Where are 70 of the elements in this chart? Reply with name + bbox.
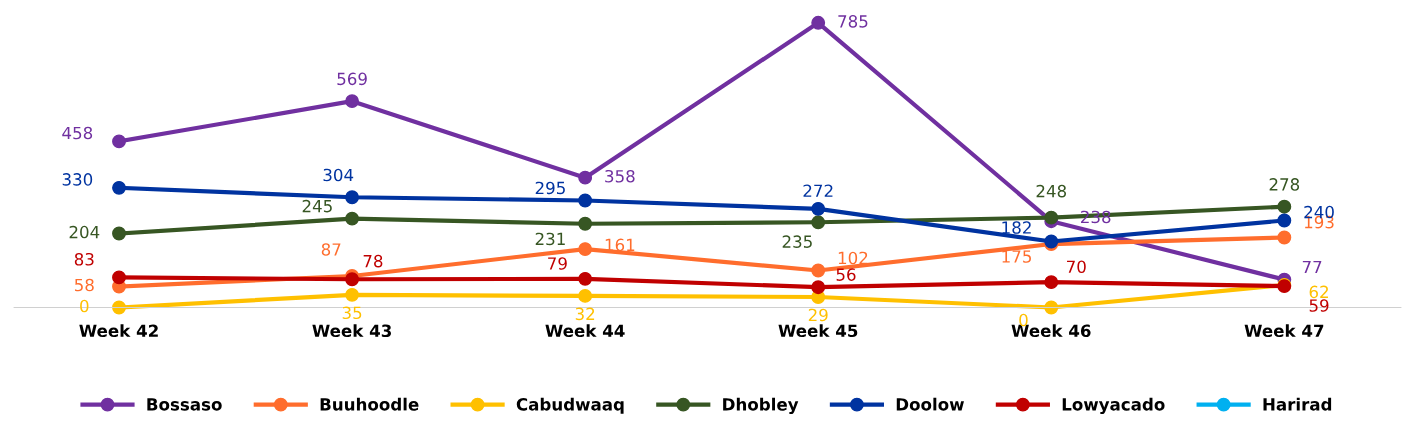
data-label: 0 <box>80 299 89 313</box>
point <box>578 242 593 257</box>
point <box>345 190 360 205</box>
data-label: 569 <box>337 72 367 86</box>
data-label: 175 <box>1002 250 1031 263</box>
data-label: 102 <box>838 251 868 265</box>
legend-label: Buuhoodle <box>320 397 419 411</box>
data-label: 58 <box>74 278 94 292</box>
data-label: 458 <box>62 126 93 140</box>
legend-label: Doolow <box>896 397 964 411</box>
point <box>578 170 593 185</box>
point <box>1277 199 1292 214</box>
data-label: 204 <box>69 225 100 239</box>
data-label: 83 <box>74 252 94 266</box>
point <box>1277 230 1292 245</box>
data-label: 79 <box>548 257 567 270</box>
legend-label: Harirad <box>1263 397 1332 411</box>
point <box>811 263 826 278</box>
data-label: 77 <box>1302 260 1322 274</box>
x-tick-label: Week 45 <box>778 324 858 338</box>
point <box>112 270 126 285</box>
data-label: 272 <box>803 184 833 197</box>
legend-label: Bossaso <box>147 398 222 411</box>
point <box>112 134 126 149</box>
x-tick-label: Week 42 <box>79 324 158 338</box>
data-label: 330 <box>62 173 93 186</box>
data-label: 78 <box>363 254 383 268</box>
data-label: 245 <box>302 199 332 213</box>
data-label: 248 <box>1036 184 1067 198</box>
x-tick-label: Week 44 <box>545 324 625 338</box>
data-label: 56 <box>836 268 856 281</box>
point <box>1277 213 1292 228</box>
point <box>345 287 360 302</box>
data-label: 35 <box>342 306 362 320</box>
point <box>345 272 360 287</box>
data-label: 238 <box>1081 210 1111 224</box>
point <box>345 94 360 109</box>
point <box>811 215 826 230</box>
point <box>578 216 593 231</box>
point <box>811 201 826 216</box>
data-label: 358 <box>605 169 635 183</box>
data-label: 87 <box>321 243 341 256</box>
point <box>578 271 593 286</box>
point <box>578 193 593 208</box>
data-label: 304 <box>323 168 354 182</box>
point <box>112 226 126 241</box>
data-label: 295 <box>535 181 565 195</box>
point <box>112 180 126 195</box>
data-label: 59 <box>1309 299 1329 312</box>
x-tick-label: Week 43 <box>312 324 391 338</box>
data-label: 235 <box>782 235 812 248</box>
data-label: 182 <box>1002 221 1031 234</box>
legend-label: Lowyacado <box>1062 397 1165 414</box>
point <box>811 15 826 30</box>
point <box>1044 275 1059 290</box>
legend-label: Dhobley <box>723 397 799 414</box>
data-label: 785 <box>838 15 868 28</box>
point <box>1044 210 1059 225</box>
point <box>578 288 593 303</box>
data-label: 62 <box>1309 285 1328 299</box>
legend-label: Cabudwaaq <box>516 397 624 414</box>
point <box>811 280 826 295</box>
x-tick-label: Week 47 <box>1244 324 1324 338</box>
data-label: 70 <box>1067 260 1086 274</box>
data-label: 231 <box>535 232 565 246</box>
point <box>112 300 126 315</box>
data-label: 29 <box>808 308 828 322</box>
point <box>345 211 360 226</box>
data-label: 278 <box>1269 178 1300 191</box>
data-label: 32 <box>575 307 595 321</box>
